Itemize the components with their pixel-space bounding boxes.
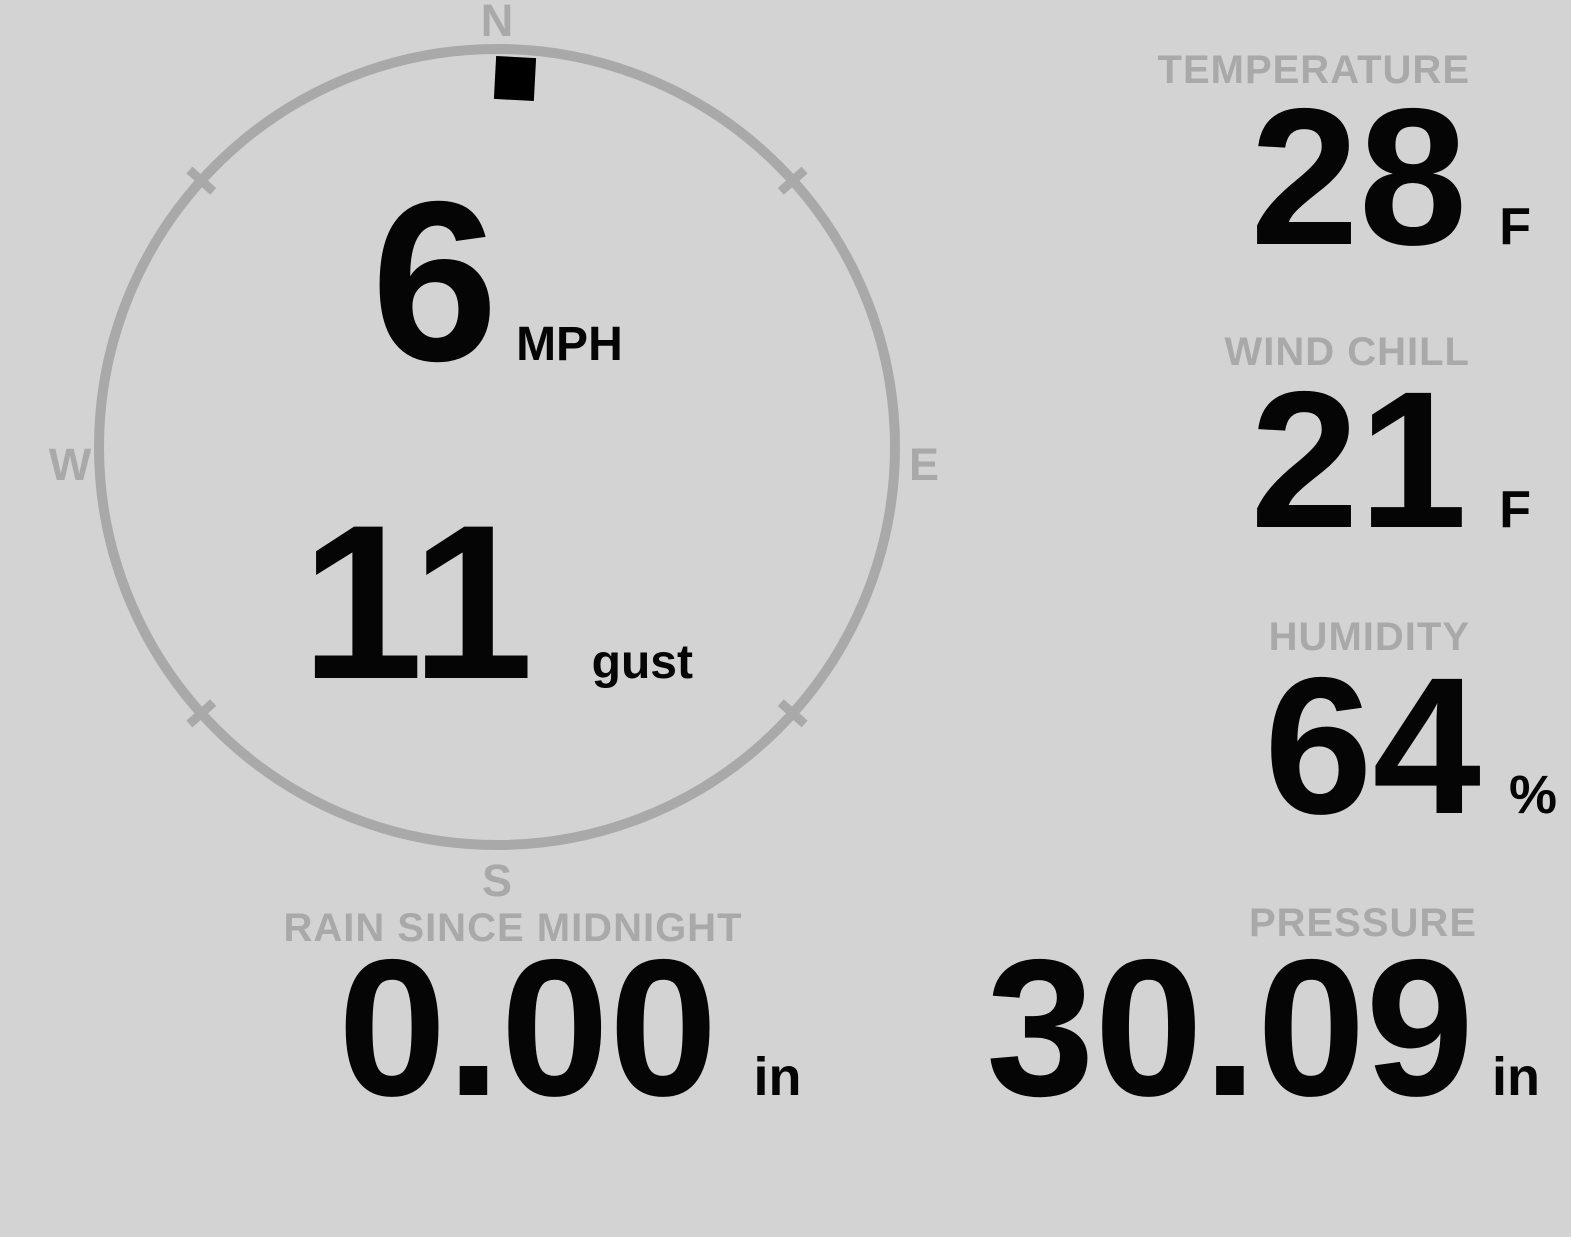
humidity-readout: 64 %: [1264, 649, 1557, 844]
wind-gust-unit: gust: [591, 636, 693, 689]
wind-speed-value: 6: [371, 155, 499, 409]
cardinal-north-label: N: [480, 0, 514, 46]
rain-since-midnight-value: 0.00: [338, 919, 718, 1137]
cardinal-south-label: S: [481, 855, 512, 906]
wind-speed-unit: MPH: [516, 318, 623, 371]
rain-since-midnight-unit: in: [753, 1047, 802, 1107]
compass-ring: [94, 44, 900, 850]
wind-compass: N E S W 6 MPH 11 gust: [49, 0, 939, 903]
cardinal-west-label: W: [48, 439, 92, 490]
wind-chill-label: WIND CHILL: [1224, 330, 1470, 374]
pressure-value: 30.09: [986, 919, 1474, 1137]
wind-direction-marker-icon: [493, 55, 537, 102]
wind-speed-readout: 6 MPH: [92, 168, 902, 396]
compass-circle: [94, 44, 900, 850]
humidity-label: HUMIDITY: [1268, 615, 1470, 659]
humidity-unit: %: [1508, 765, 1557, 825]
temperature-label: TEMPERATURE: [1157, 48, 1470, 92]
temperature-readout: 28 F: [1250, 80, 1531, 275]
humidity-value: 64: [1264, 637, 1481, 855]
rain-since-midnight-label: RAIN SINCE MIDNIGHT: [283, 906, 743, 950]
wind-chill-unit: F: [1499, 481, 1531, 539]
pressure-label: PRESSURE: [1248, 901, 1477, 945]
compass-tick-nw: [186, 166, 217, 195]
wind-chill-value: 21: [1250, 351, 1468, 569]
pressure-unit: in: [1492, 1047, 1540, 1107]
wind-chill-readout: 21 F: [1250, 363, 1531, 558]
temperature-unit: F: [1499, 198, 1531, 256]
wind-gust-readout: 11 gust: [92, 492, 902, 712]
temperature-value: 28: [1250, 68, 1468, 286]
rain-since-midnight-readout: 0.00 in: [338, 931, 802, 1126]
compass-tick-ne: [777, 166, 808, 195]
compass-tick-sw: [186, 699, 217, 728]
compass-tick-se: [777, 699, 808, 728]
wind-gust-value: 11: [301, 479, 534, 725]
cardinal-east-label: E: [908, 439, 939, 490]
pressure-readout: 30.09 in: [986, 931, 1540, 1126]
